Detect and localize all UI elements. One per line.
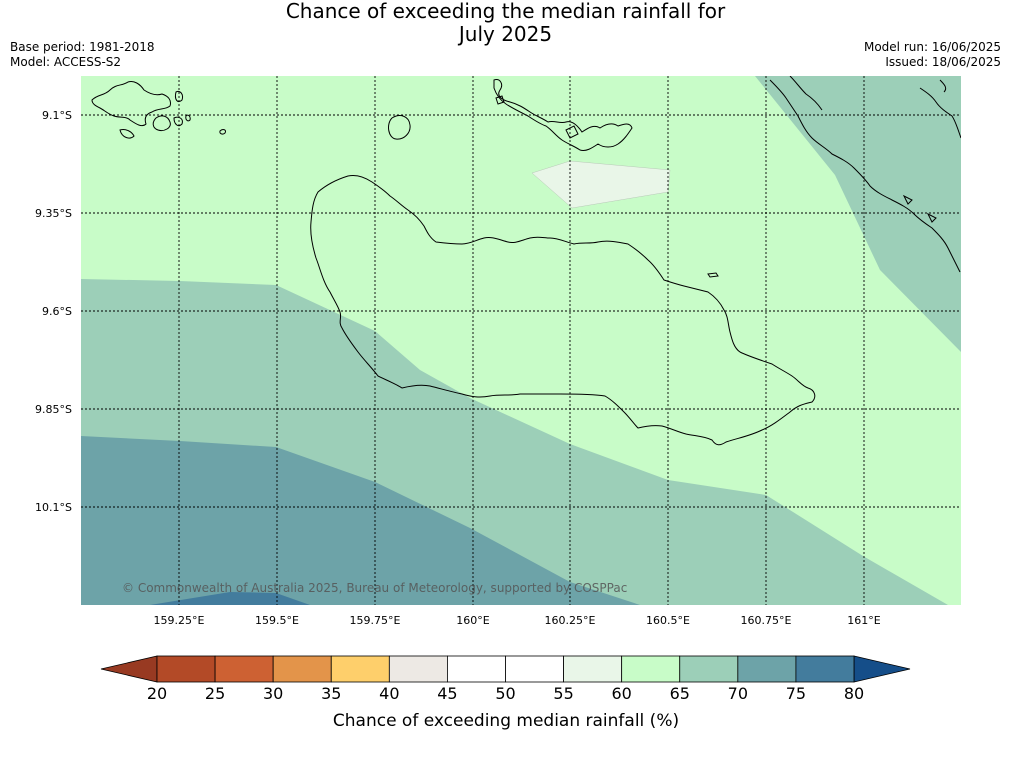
- band-75-80-south: [150, 592, 310, 605]
- lat-label: 9.85°S: [35, 403, 72, 416]
- band-65-70-northeast: [755, 76, 961, 352]
- colorbar-tick-label: 75: [786, 684, 806, 703]
- probability-field: [81, 76, 961, 605]
- colorbar-label: Chance of exceeding median rainfall (%): [333, 711, 679, 731]
- colorbar-box: [563, 655, 623, 683]
- main-island-coast: [310, 175, 816, 446]
- colorbar-tick-label: 80: [844, 684, 864, 703]
- lat-label: 9.6°S: [42, 305, 72, 318]
- colorbar-tick-label: 25: [205, 684, 225, 703]
- lon-label: 161°E: [847, 614, 880, 627]
- colorbar-tick-label: 30: [263, 684, 283, 703]
- copyright-notice: © Commonwealth of Australia 2025, Bureau…: [122, 581, 627, 595]
- ne-island-coast: [769, 76, 961, 273]
- lon-label: 159.25°E: [154, 614, 205, 627]
- model-run: Model run: 16/06/2025: [863, 40, 1001, 54]
- base-period: Base period: 1981-2018: [10, 40, 155, 54]
- title-line-1: Chance of exceeding the median rainfall …: [285, 0, 726, 23]
- colorbar-box: [679, 655, 739, 683]
- band-55-60-patch: [531, 160, 671, 209]
- islet-east: [707, 272, 719, 278]
- colorbar-tick-label: 60: [611, 684, 631, 703]
- model-name: Model: ACCESS-S2: [10, 55, 122, 69]
- gridlines: [81, 76, 961, 605]
- islet-nw: [219, 129, 226, 135]
- colorbar-tick-label: 50: [495, 684, 515, 703]
- north-island-group: [493, 79, 633, 151]
- colorbar-ticks: 20 25 30 35 40 45 50 55 60 65 70 75 80: [147, 684, 864, 703]
- colorbar-tick-label: 20: [147, 684, 167, 703]
- colorbar-box: [388, 655, 448, 683]
- colorbar-over-arrow: [853, 655, 911, 683]
- lat-label: 9.35°S: [35, 207, 72, 220]
- lon-label: 160.75°E: [741, 614, 792, 627]
- colorbar: 20 25 30 35 40 45 50 55 60 65 70 75 80: [100, 655, 911, 703]
- colorbar-box: [505, 655, 564, 683]
- colorbar-box: [214, 655, 274, 683]
- title-line-2: July 2025: [458, 22, 553, 46]
- colorbar-box: [272, 655, 332, 683]
- small-island-north: [388, 115, 411, 140]
- lon-label: 159.75°E: [350, 614, 401, 627]
- lon-label: 159.5°E: [255, 614, 299, 627]
- map-title: Chance of exceeding the median rainfall …: [0, 0, 1011, 46]
- lat-label: 10.1°S: [35, 501, 72, 514]
- lon-label: 160.5°E: [646, 614, 690, 627]
- band-70-75-south: [81, 436, 640, 605]
- colorbar-tick-label: 70: [728, 684, 748, 703]
- colorbar-boxes: [156, 655, 855, 683]
- colorbar-tick-label: 45: [437, 684, 457, 703]
- colorbar-tick-label: 40: [379, 684, 399, 703]
- colorbar-under-arrow: [100, 655, 158, 683]
- lon-label: 160.25°E: [545, 614, 596, 627]
- colorbar-tick-label: 35: [321, 684, 341, 703]
- colorbar-box: [330, 655, 390, 683]
- nw-island-group: [91, 81, 191, 139]
- lon-label: 160°E: [456, 614, 489, 627]
- latitude-labels: 9.1°S 9.35°S 9.6°S 9.85°S 10.1°S: [35, 109, 72, 514]
- colorbar-box: [621, 655, 681, 683]
- meta-right: Model run: 16/06/2025 Issued: 18/06/2025: [864, 40, 1001, 70]
- lat-label: 9.1°S: [42, 109, 72, 122]
- coastlines: [91, 76, 961, 446]
- colorbar-tick-label: 65: [670, 684, 690, 703]
- colorbar-box: [156, 655, 216, 683]
- colorbar-box: [795, 655, 855, 683]
- issued-date: Issued: 18/06/2025: [885, 55, 1001, 69]
- colorbar-tick-label: 55: [553, 684, 573, 703]
- longitude-labels: 159.25°E 159.5°E 159.75°E 160°E 160.25°E…: [154, 614, 881, 627]
- colorbar-box: [737, 655, 797, 683]
- meta-left: Base period: 1981-2018 Model: ACCESS-S2: [10, 40, 155, 70]
- colorbar-box: [447, 655, 506, 683]
